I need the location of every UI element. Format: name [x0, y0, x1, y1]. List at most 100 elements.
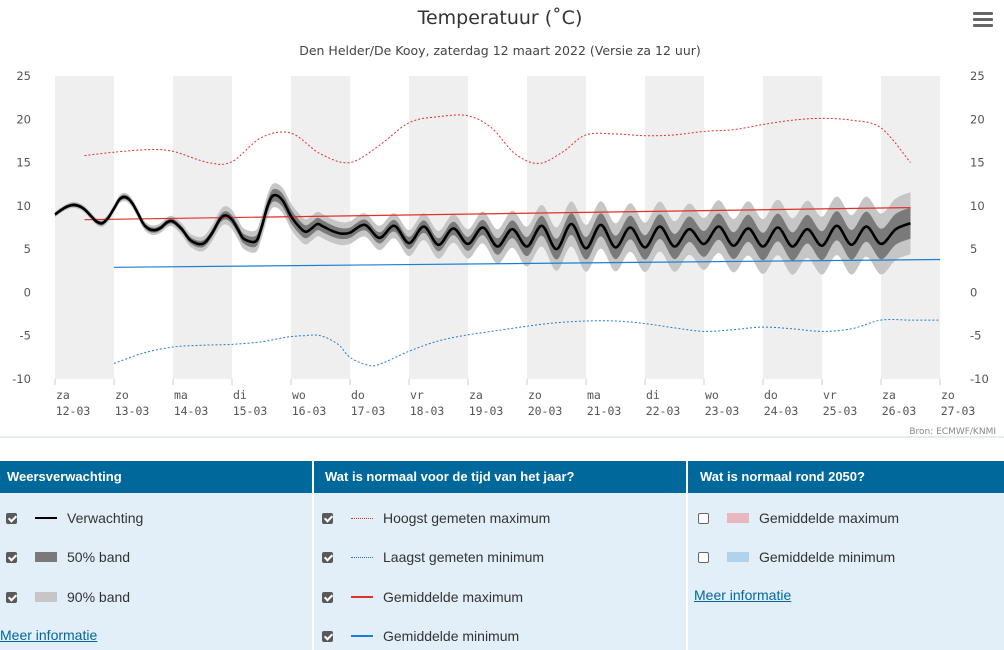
legend-checkbox[interactable] — [322, 591, 333, 603]
x-tick-date: 16-03 — [292, 404, 327, 418]
laagst-gemeten-minimum-line — [113, 318, 940, 367]
legend-symbol-box — [35, 552, 57, 562]
legend-item[interactable]: Verwachting — [6, 506, 143, 530]
legend-symbol-box — [727, 513, 749, 523]
x-tick-day: zo — [115, 388, 129, 402]
legend-item[interactable]: Gemiddelde maximum — [322, 585, 523, 609]
x-tick-date: 23-03 — [705, 404, 740, 418]
y-tick-label: -5 — [20, 329, 31, 343]
legend-item[interactable]: 50% band — [6, 545, 130, 569]
x-tick-date: 15-03 — [233, 404, 268, 418]
y-tick-label: 15 — [970, 156, 985, 170]
y-tick-label: 5 — [24, 242, 31, 256]
x-axis: za 12-03 zo 13-03 ma 14-03 di 15-03 wo 16-03 do 17-… — [0, 379, 1004, 438]
legend-symbol-box — [35, 592, 57, 602]
legend-checkbox[interactable] — [6, 512, 17, 524]
x-tick-day: za — [882, 388, 896, 402]
chart-credit: Bron: ECMWF/KNMI — [909, 427, 996, 437]
x-tick-day: do — [351, 388, 365, 402]
x-tick-day: di — [646, 388, 660, 402]
x-tick-day: vr — [410, 388, 424, 402]
legend-checkbox[interactable] — [322, 512, 333, 524]
y-tick-label: 0 — [970, 285, 977, 299]
x-tick-date: 22-03 — [646, 404, 681, 418]
hamburger-icon[interactable] — [973, 12, 993, 28]
y-tick-label: 10 — [16, 199, 31, 213]
legend-checkbox[interactable] — [322, 630, 333, 642]
legend-symbol-line — [35, 517, 57, 519]
legend-label: Gemiddelde minimum — [383, 628, 520, 644]
meer-informatie-link[interactable]: Meer informatie — [694, 587, 792, 603]
legend-item[interactable]: Gemiddelde minimum — [698, 545, 895, 569]
legend-table: Weersverwachting Verwachting 50% band 90% … — [0, 461, 1004, 650]
legend-symbol-line — [351, 635, 373, 637]
hoogst-gemeten-maximum-line — [84, 114, 911, 165]
x-tick-day: di — [233, 388, 247, 402]
day-band — [55, 76, 114, 379]
legend-column-2050: Wat is normaal rond 2050? Gemiddelde max… — [688, 461, 1004, 650]
x-tick-day: ma — [587, 388, 601, 402]
x-tick-date: 12-03 — [56, 404, 91, 418]
band-50 — [55, 188, 911, 261]
legend-checkbox[interactable] — [322, 551, 333, 563]
y-tick-label: 0 — [24, 285, 31, 299]
legend-item[interactable]: Gemiddelde minimum — [322, 624, 519, 648]
y-tick-label: -5 — [970, 329, 981, 343]
legend-label: Gemiddelde maximum — [383, 589, 524, 605]
legend-checkbox[interactable] — [6, 591, 17, 603]
x-tick-date: 18-03 — [410, 404, 445, 418]
legend-checkbox[interactable] — [6, 551, 17, 563]
chart-title: Temperatuur (˚C) — [417, 7, 583, 29]
legend-label: Verwachting — [67, 510, 144, 526]
legend-symbol-line — [351, 596, 373, 598]
x-tick-day: wo — [292, 388, 306, 402]
x-tick-day: do — [764, 388, 778, 402]
legend-label: 50% band — [67, 549, 131, 565]
x-tick-date: 25-03 — [823, 404, 858, 418]
y-tick-label: 10 — [970, 199, 985, 213]
x-tick-date: 21-03 — [587, 404, 622, 418]
x-tick-date: 19-03 — [469, 404, 504, 418]
legend-label: Laagst gemeten minimum — [383, 549, 545, 565]
legend-symbol-box — [727, 552, 749, 562]
legend-label: Gemiddelde minimum — [759, 549, 896, 565]
legend-item[interactable]: Gemiddelde maximum — [698, 506, 899, 530]
y-tick-label: -10 — [970, 372, 989, 386]
x-tick-day: wo — [705, 388, 719, 402]
legend-symbol-dotted — [351, 556, 373, 558]
legend-item[interactable]: Laagst gemeten minimum — [322, 545, 544, 569]
x-tick-date: 14-03 — [174, 404, 209, 418]
chart-subtitle: Den Helder/De Kooy, zaterdag 12 maart 20… — [299, 43, 701, 58]
y-tick-label: 25 — [970, 69, 985, 83]
legend-column-weersverwachting: Weersverwachting Verwachting 50% band 90% … — [0, 461, 312, 650]
plot-area — [54, 114, 941, 367]
legend-label: 90% band — [67, 589, 131, 605]
y-tick-label: 20 — [970, 112, 985, 126]
legend-column-normaal: Wat is normaal voor de tijd van het jaar… — [314, 461, 686, 650]
legend-item[interactable]: Hoogst gemeten maximum — [322, 506, 550, 530]
x-tick-day: zo — [941, 388, 955, 402]
x-tick-date: 13-03 — [115, 404, 150, 418]
x-tick-day: za — [56, 388, 70, 402]
x-tick-date: 27-03 — [941, 404, 976, 418]
temperature-chart: Temperatuur (˚C) Den Helder/De Kooy, zat… — [0, 7, 1004, 438]
legend-column-title: Weersverwachting — [0, 461, 312, 493]
legend-item[interactable]: 90% band — [6, 585, 130, 609]
x-tick-day: za — [469, 388, 483, 402]
x-tick-day: zo — [528, 388, 542, 402]
y-tick-label: 15 — [16, 156, 31, 170]
y-tick-label: 5 — [970, 242, 977, 256]
meer-informatie-link[interactable]: Meer informatie — [0, 627, 98, 643]
x-tick-date: 26-03 — [882, 404, 917, 418]
legend-symbol-dotted — [351, 517, 373, 519]
forecast-line — [54, 193, 911, 251]
x-tick-day: vr — [823, 388, 837, 402]
legend-checkbox[interactable] — [698, 512, 709, 524]
legend-label: Hoogst gemeten maximum — [383, 510, 551, 526]
x-tick-date: 24-03 — [764, 404, 799, 418]
y-tick-label: 25 — [16, 69, 31, 83]
legend-column-title: Wat is normaal voor de tijd van het jaar… — [314, 461, 686, 493]
y-axis-left: 25 20 15 10 5 0 -5 -10 — [12, 69, 31, 386]
x-tick-date: 17-03 — [351, 404, 386, 418]
legend-checkbox[interactable] — [698, 551, 709, 563]
